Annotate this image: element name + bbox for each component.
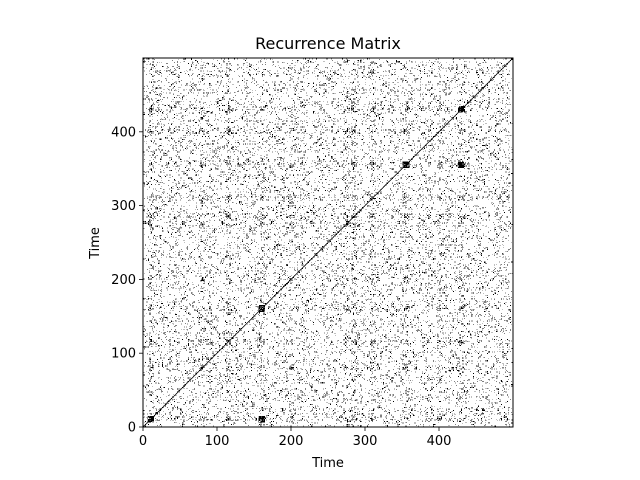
plot-frame xyxy=(142,57,514,428)
y-axis-label: Time xyxy=(88,227,103,260)
y-tick-label: 100 xyxy=(111,347,136,362)
x-axis-label: Time xyxy=(311,456,344,471)
x-tick-label: 0 xyxy=(139,434,147,449)
x-tick-label: 300 xyxy=(353,434,378,449)
x-tick-label: 400 xyxy=(427,434,452,449)
x-tick-label: 200 xyxy=(279,434,304,449)
y-tick-label: 0 xyxy=(128,421,136,436)
y-axis-ticks: 0 100 200 300 400 xyxy=(111,125,143,436)
y-tick-label: 400 xyxy=(111,125,136,140)
y-tick-label: 300 xyxy=(111,199,136,214)
chart-title: Recurrence Matrix xyxy=(255,34,401,53)
recurrence-diagonal-line xyxy=(142,57,514,428)
y-tick-label: 200 xyxy=(111,273,136,288)
x-axis-ticks: 0 100 200 300 400 xyxy=(139,427,452,449)
x-tick-label: 100 xyxy=(205,434,230,449)
plot-area xyxy=(142,57,514,428)
